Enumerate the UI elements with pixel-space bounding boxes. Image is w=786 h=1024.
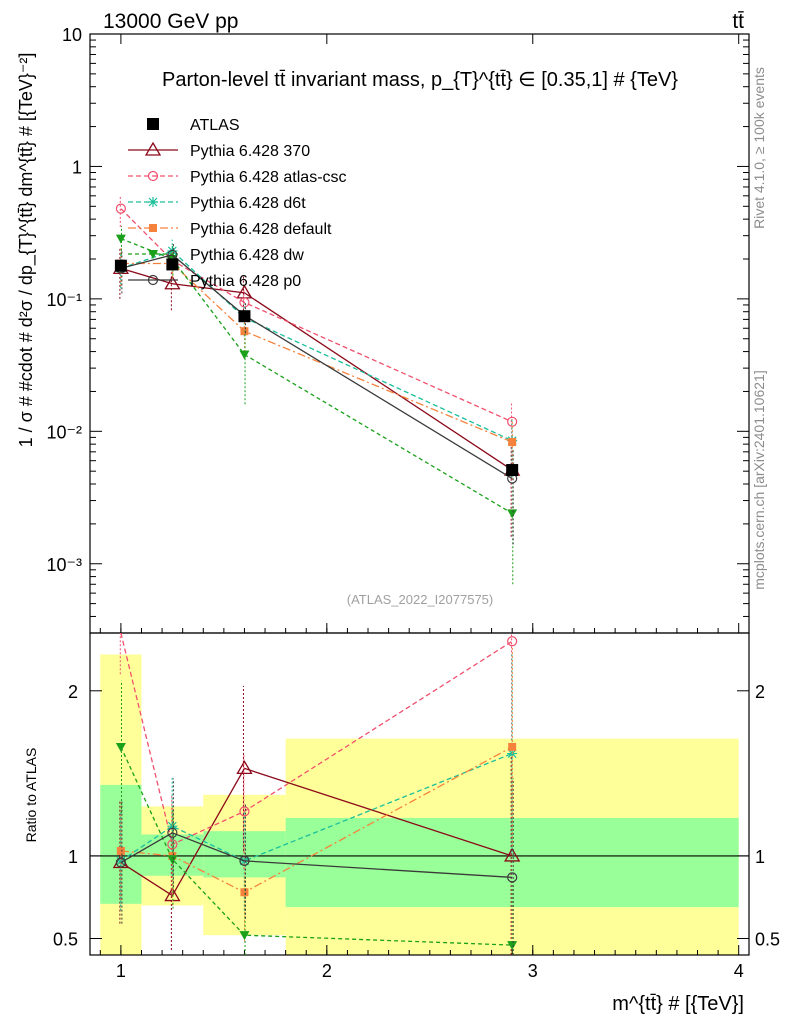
series-point-main (164, 275, 181, 290)
y-tick-label: 10⁻¹ (46, 290, 82, 310)
y-tick-label: 10⁻³ (46, 555, 82, 575)
ratio-tick-label: 0.5 (53, 929, 78, 949)
ratio-axis-label: Ratio to ATLAS (23, 748, 39, 843)
ratio-series-layer (112, 632, 521, 955)
series-point-ratio (508, 742, 517, 751)
y-tick-label: 10 (62, 25, 82, 45)
ratio-tick-label-right: 2 (755, 682, 765, 702)
legend-label: Pythia 6.428 370 (190, 143, 310, 160)
atlas-data-point (114, 259, 127, 272)
series-point-ratio (167, 827, 178, 838)
series-point-main (239, 350, 250, 360)
series-point-main (167, 245, 178, 256)
series-line-ratio (120, 767, 513, 897)
series-point-ratio (115, 857, 126, 868)
series-point-ratio (239, 806, 250, 817)
header-energy-label: 13000 GeV pp (103, 10, 238, 33)
series-point-main (507, 509, 518, 519)
y-tick-label: 1 (72, 157, 82, 177)
series-point-main (240, 327, 249, 336)
mcplots-source-label: mcplots.cern.ch [arXiv:2401.10621] (751, 370, 767, 589)
series-line-main (120, 208, 513, 423)
legend-label: Pythia 6.428 p0 (190, 273, 301, 290)
series-point-ratio (507, 636, 518, 647)
series-line-main (120, 238, 513, 514)
series-line-ratio (120, 746, 513, 946)
series-line-ratio (120, 632, 513, 846)
x-tick-label: 1 (116, 961, 126, 981)
series-point-ratio (239, 855, 250, 866)
legend-label: Pythia 6.428 d6t (190, 195, 306, 212)
series-point-main (115, 234, 126, 244)
legend: ATLAS Pythia 6.428 370 Pythia 6.428 atlas-… (128, 117, 347, 290)
chart-title: Parton-level tt̄ invariant mass, p_{T}^{… (162, 69, 678, 91)
legend-marker (148, 197, 158, 207)
y-tick-label: 10⁻² (46, 422, 82, 442)
x-tick-label: 3 (528, 961, 538, 981)
x-axis-label: m^{tt̄} # [{TeV}] (612, 993, 744, 1015)
series-line-ratio (120, 832, 513, 879)
legend-label: ATLAS (190, 117, 240, 134)
legend-marker (149, 224, 157, 232)
legend-marker (147, 274, 159, 286)
series-point-ratio (167, 821, 178, 832)
series-point-ratio (507, 872, 518, 883)
ratio-tick-label-right: 1 (755, 847, 765, 867)
legend-marker (144, 141, 162, 156)
series-line-main (120, 267, 513, 471)
legend-label: Pythia 6.428 atlas-csc (190, 169, 347, 186)
series-point-ratio (507, 941, 518, 951)
legend-label: Pythia 6.428 default (190, 221, 332, 238)
ratio-tick-label: 1 (68, 847, 78, 867)
series-point-ratio (236, 760, 253, 775)
series-point-main (115, 203, 126, 214)
series-point-ratio (116, 846, 125, 855)
series-point-ratio (240, 888, 249, 897)
header-process-label: tt̄ (732, 10, 744, 33)
ratio-tick-label-right: 0.5 (755, 929, 780, 949)
ratio-tick-label: 2 (68, 682, 78, 702)
atlas-data-point (506, 464, 519, 477)
legend-marker (147, 170, 159, 182)
x-tick-label: 2 (322, 961, 332, 981)
analysis-watermark: (ATLAS_2022_I2077575) (347, 592, 493, 607)
series-line-ratio (120, 746, 513, 893)
y-axis-label: 1 / σ # #cdot # d²σ / dp_{T}^{tt̄} dm^{t… (16, 53, 37, 448)
atlas-data-point (238, 310, 251, 323)
main-plot-frame (89, 33, 750, 634)
series-point-ratio (115, 742, 126, 752)
legend-marker (148, 250, 158, 259)
x-tick-label: 4 (734, 961, 744, 981)
series-point-ratio (504, 847, 521, 862)
series-point-ratio (239, 931, 250, 941)
series-line-main (120, 250, 513, 442)
series-point-main (508, 438, 517, 447)
series-point-ratio (167, 855, 178, 865)
series-line-main (120, 262, 513, 443)
axis-ticks: 1 2 3 4 10 1 10⁻¹ 10⁻² 10⁻³ 2 2 1 1 0.5 0.5 (46, 25, 780, 981)
main-series-layer (112, 194, 521, 585)
rivet-version-label: Rivet 4.1.0, ≥ 100k events (751, 67, 767, 229)
legend-label: Pythia 6.428 dw (190, 247, 304, 264)
atlas-data-point (166, 258, 179, 271)
series-point-ratio (115, 855, 126, 866)
ratio-plot-frame (89, 632, 750, 956)
series-line-main (120, 254, 513, 480)
legend-marker (147, 118, 159, 130)
